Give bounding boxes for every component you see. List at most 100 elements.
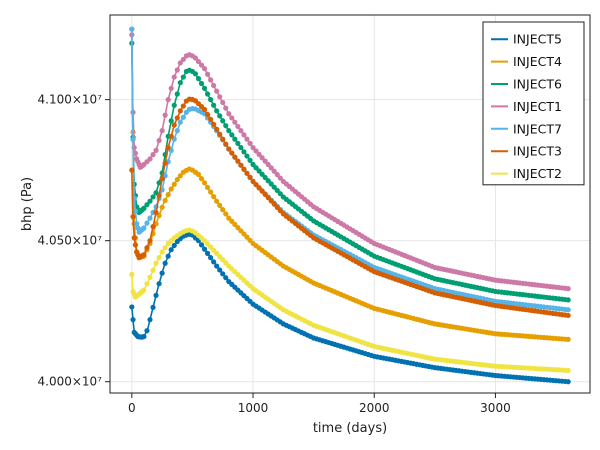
data-point bbox=[229, 115, 235, 121]
data-point bbox=[168, 133, 174, 139]
data-point bbox=[159, 204, 165, 210]
data-point bbox=[204, 184, 211, 191]
legend-item: INJECT3 bbox=[491, 144, 562, 159]
data-point bbox=[129, 271, 135, 278]
data-point bbox=[144, 245, 150, 251]
x-tick-label: 1000 bbox=[238, 401, 269, 415]
data-point bbox=[153, 147, 159, 153]
legend-item: INJECT4 bbox=[491, 54, 562, 69]
data-point bbox=[153, 292, 159, 298]
data-point bbox=[274, 172, 280, 178]
data-point bbox=[217, 131, 223, 137]
series-inject2 bbox=[129, 227, 571, 374]
legend-item: INJECT2 bbox=[491, 166, 562, 181]
data-point bbox=[244, 170, 250, 176]
data-point bbox=[141, 287, 147, 293]
data-point bbox=[204, 91, 211, 97]
data-point bbox=[253, 165, 259, 171]
data-point bbox=[262, 174, 268, 181]
data-point bbox=[208, 116, 214, 122]
data-point bbox=[147, 156, 153, 162]
data-point bbox=[565, 379, 571, 385]
data-point bbox=[174, 115, 180, 121]
legend-label: INJECT4 bbox=[513, 54, 562, 69]
data-point bbox=[171, 242, 177, 249]
data-point bbox=[174, 91, 180, 97]
data-point bbox=[198, 80, 205, 87]
data-point bbox=[153, 209, 159, 216]
data-point bbox=[229, 150, 235, 156]
data-point bbox=[162, 245, 168, 251]
data-point bbox=[238, 128, 244, 134]
legend-label: INJECT2 bbox=[513, 166, 562, 181]
data-point bbox=[241, 132, 247, 138]
data-point bbox=[238, 144, 244, 151]
data-point bbox=[129, 26, 135, 32]
data-point bbox=[223, 211, 229, 217]
data-point bbox=[165, 192, 171, 198]
data-point bbox=[180, 74, 186, 80]
y-axis-ticks: 4.000×10⁷ 4.050×10⁷ 4.100×10⁷ bbox=[38, 93, 110, 389]
data-point bbox=[265, 195, 271, 201]
data-point bbox=[565, 297, 571, 303]
data-point bbox=[195, 76, 202, 82]
data-point bbox=[180, 103, 186, 109]
data-point bbox=[247, 157, 253, 163]
y-tick-label: 4.100×10⁷ bbox=[38, 93, 103, 107]
data-point bbox=[565, 312, 571, 319]
data-point bbox=[147, 198, 153, 204]
series-inject3 bbox=[129, 96, 571, 319]
data-point bbox=[217, 202, 223, 209]
data-point bbox=[220, 271, 226, 277]
legend-label: INJECT6 bbox=[513, 77, 562, 92]
data-point bbox=[247, 140, 253, 146]
data-point bbox=[147, 238, 153, 244]
data-point bbox=[159, 128, 165, 134]
data-point bbox=[201, 66, 208, 72]
data-point bbox=[201, 106, 208, 113]
legend-item: INJECT7 bbox=[491, 121, 562, 136]
data-point bbox=[171, 122, 177, 128]
data-point bbox=[168, 85, 174, 91]
data-point bbox=[204, 71, 211, 77]
data-point bbox=[235, 140, 241, 146]
data-point bbox=[147, 317, 153, 323]
data-point bbox=[159, 249, 165, 255]
legend-label: INJECT7 bbox=[513, 121, 562, 136]
data-point bbox=[153, 260, 159, 266]
data-point bbox=[226, 111, 232, 117]
y-axis-label: bhp (Pa) bbox=[20, 177, 35, 231]
data-point bbox=[262, 158, 268, 164]
data-point bbox=[130, 214, 136, 220]
data-point bbox=[159, 270, 165, 276]
data-point bbox=[147, 215, 153, 221]
data-point bbox=[150, 152, 156, 158]
legend-box bbox=[482, 21, 585, 186]
data-point bbox=[198, 62, 205, 68]
data-point bbox=[150, 194, 156, 200]
data-point bbox=[235, 123, 241, 130]
data-point bbox=[268, 181, 274, 187]
data-point bbox=[226, 128, 232, 134]
data-point bbox=[220, 136, 226, 142]
data-point bbox=[226, 146, 232, 152]
data-point bbox=[144, 220, 150, 226]
data-point bbox=[177, 119, 183, 125]
data-point bbox=[232, 119, 238, 125]
data-point bbox=[132, 242, 139, 248]
data-point bbox=[214, 198, 220, 204]
data-point bbox=[241, 166, 247, 172]
legend-item: INJECT1 bbox=[491, 99, 562, 114]
data-point bbox=[211, 194, 217, 200]
data-point bbox=[156, 192, 162, 199]
data-point bbox=[168, 186, 174, 192]
data-point bbox=[253, 148, 259, 154]
data-point bbox=[171, 181, 177, 187]
data-point bbox=[250, 178, 256, 185]
data-point bbox=[144, 202, 150, 208]
data-point bbox=[195, 58, 202, 65]
series-layer bbox=[129, 26, 571, 385]
data-point bbox=[177, 60, 183, 66]
data-point bbox=[217, 267, 223, 273]
data-point bbox=[277, 191, 283, 197]
